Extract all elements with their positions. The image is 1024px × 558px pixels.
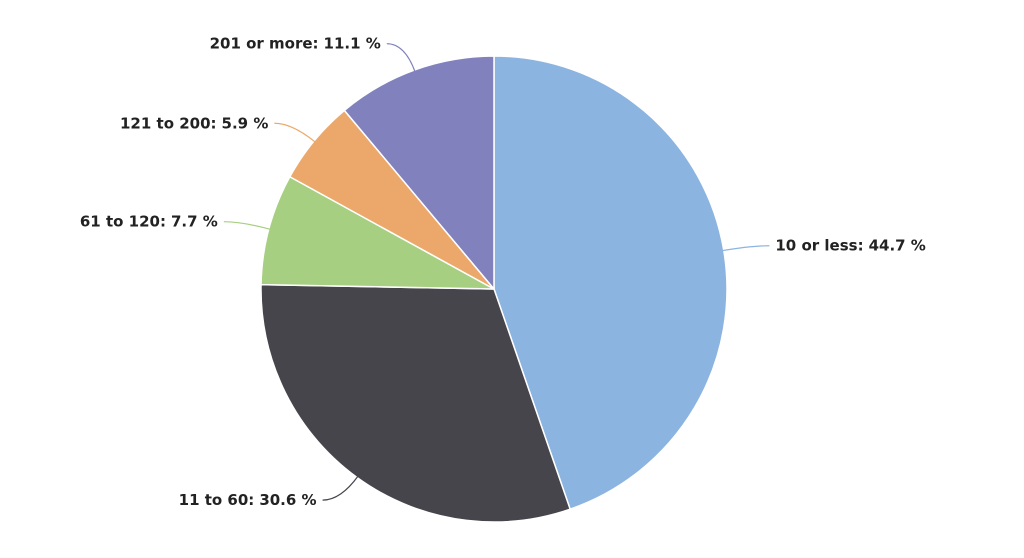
connector bbox=[721, 245, 770, 252]
label-category: 11 to 60: bbox=[179, 491, 255, 509]
connector bbox=[223, 221, 271, 231]
connector bbox=[274, 122, 316, 143]
label-value: 11.1 % bbox=[324, 34, 381, 52]
data-label: 11 to 60: 30.6 % bbox=[179, 491, 317, 509]
data-label: 201 or more: 11.1 % bbox=[210, 34, 381, 52]
label-category: 61 to 120: bbox=[80, 212, 166, 230]
label-value: 44.7 % bbox=[869, 236, 926, 254]
connector bbox=[386, 43, 416, 73]
data-label: 61 to 120: 7.7 % bbox=[80, 212, 218, 230]
data-label: 121 to 200: 5.9 % bbox=[120, 114, 268, 132]
label-category: 121 to 200: bbox=[120, 114, 217, 132]
label-category: 10 or less: bbox=[775, 236, 863, 254]
data-label: 10 or less: 44.7 % bbox=[775, 236, 925, 254]
label-category: 201 or more: bbox=[210, 34, 319, 52]
label-value: 30.6 % bbox=[259, 491, 316, 509]
connector bbox=[322, 475, 359, 501]
label-value: 7.7 % bbox=[171, 212, 218, 230]
label-value: 5.9 % bbox=[222, 114, 269, 132]
